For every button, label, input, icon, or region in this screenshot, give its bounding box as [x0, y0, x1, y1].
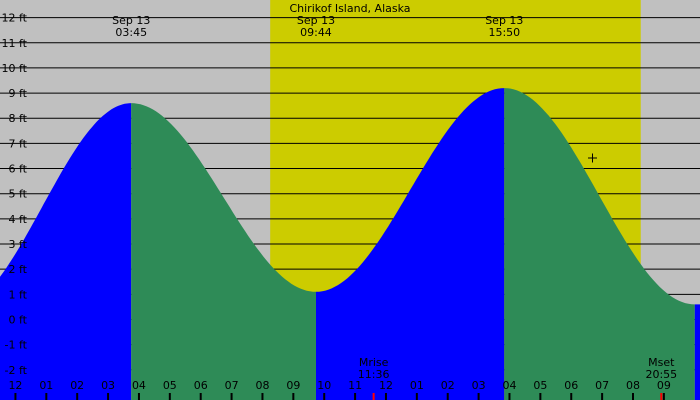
x-tick-label: 10: [317, 379, 331, 392]
x-tick-label: 04: [132, 379, 146, 392]
y-tick-label: 1 ft: [9, 288, 28, 301]
x-tick-label: 11: [348, 379, 362, 392]
cursor-crosshair: [588, 153, 597, 163]
y-tick-label: 10 ft: [2, 62, 28, 75]
x-axis-ticks: 1112010203040506070809101112010203040506…: [8, 379, 671, 400]
y-tick-label: 8 ft: [9, 112, 28, 125]
x-tick-label: 05: [533, 379, 547, 392]
tide-time-label: 15:50: [488, 26, 520, 39]
moon-event-time: 11:36: [358, 368, 390, 381]
tide-date-label: Sep 13: [485, 14, 523, 27]
x-tick-label: 08: [255, 379, 269, 392]
rising-tide-area: [694, 304, 700, 400]
rising-tide-area: [316, 88, 505, 400]
x-tick-label: 06: [564, 379, 578, 392]
moon-event-time: 20:55: [645, 368, 677, 381]
x-tick-label: 12: [379, 379, 393, 392]
x-tick-label: 06: [194, 379, 208, 392]
chart-title: Chirikof Island, Alaska: [289, 2, 410, 15]
x-tick-label: 12: [8, 379, 22, 392]
x-tick-label: 03: [472, 379, 486, 392]
moon-event-label: Mrise: [359, 356, 389, 369]
y-tick-label: 6 ft: [9, 163, 28, 176]
tide-time-label: 09:44: [300, 26, 332, 39]
y-tick-label: 0 ft: [9, 313, 28, 326]
x-tick-label: 03: [101, 379, 115, 392]
x-tick-label: 02: [70, 379, 84, 392]
y-tick-label: 3 ft: [9, 238, 28, 251]
y-axis-labels: 12 ft 11 ft 10 ft 9 ft 8 ft 7 ft 6 ft 5 ft 4 ft 3…: [2, 12, 28, 377]
x-tick-label: 01: [410, 379, 424, 392]
x-tick-label: 09: [286, 379, 300, 392]
x-tick-label: 05: [163, 379, 177, 392]
tide-time-label: 03:45: [115, 26, 147, 39]
moon-event-label: Mset: [648, 356, 675, 369]
y-tick-label: 7 ft: [9, 137, 28, 150]
x-tick-label: 09: [657, 379, 671, 392]
x-tick-label: 07: [595, 379, 609, 392]
falling-tide-area: [131, 103, 316, 400]
x-tick-label: 08: [626, 379, 640, 392]
tide-areas: [0, 88, 700, 400]
y-tick-label: 12 ft: [2, 12, 28, 25]
y-tick-label: 5 ft: [9, 188, 28, 201]
y-tick-label: 9 ft: [9, 87, 28, 100]
y-tick-label: 4 ft: [9, 213, 28, 226]
rising-tide-area: [0, 103, 132, 400]
tide-date-label: Sep 13: [297, 14, 335, 27]
tide-date-label: Sep 13: [112, 14, 150, 27]
x-tick-label: 07: [225, 379, 239, 392]
x-tick-label: 01: [39, 379, 53, 392]
x-tick-label: 02: [441, 379, 455, 392]
falling-tide-area: [504, 88, 695, 400]
y-tick-label: -1 ft: [5, 339, 28, 352]
x-tick-label: 04: [502, 379, 516, 392]
y-tick-label: 2 ft: [9, 263, 28, 276]
y-tick-label: 11 ft: [2, 37, 28, 50]
y-tick-label: -2 ft: [5, 364, 28, 377]
